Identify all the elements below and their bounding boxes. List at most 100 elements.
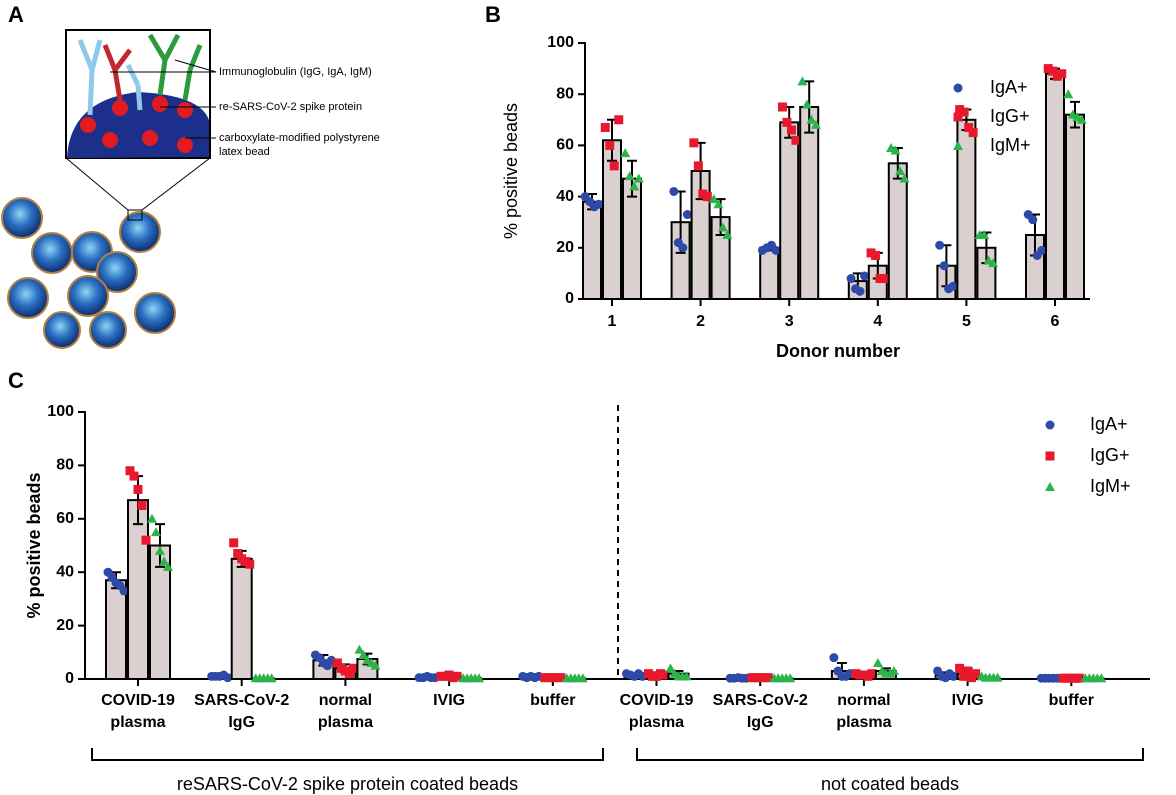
error-bar [155,523,165,568]
data-point [786,125,796,135]
data-point [939,261,949,271]
data-point [452,671,462,681]
data-point [119,586,129,596]
bar [127,499,149,680]
legend-label: IgA+ [990,77,1028,97]
x-tick-label: plasma [629,714,684,731]
data-point [137,500,147,510]
data-point [829,653,839,663]
data-point [474,673,485,683]
bar [1045,72,1065,300]
data-point [846,274,856,284]
data-point [354,644,365,654]
data-point [682,210,692,220]
x-tick-label: 4 [873,313,882,330]
data-point [1028,215,1038,225]
legend-label: IgM+ [1090,476,1131,496]
x-tick-label: SARS-CoV-2 [194,692,289,709]
data-point [959,107,969,117]
bar [887,162,908,300]
data-point [867,669,877,679]
data-point [771,245,781,255]
group-label: not coated beads [821,774,959,794]
data-point [689,138,699,148]
data-point [358,649,369,659]
annotation: latex bead [219,146,270,158]
y-tick-label: 100 [547,34,574,51]
x-tick-label: SARS-CoV-2 [713,692,808,709]
data-point [702,192,712,202]
data-point [344,669,354,679]
bar [779,121,800,300]
data-point [348,663,358,673]
data-point [1096,673,1107,683]
data-point [791,135,801,145]
data-point [968,128,978,138]
legend-label: IgG+ [1090,445,1130,465]
annotation: Immunoglobulin (IgG, IgA, IgM) [219,66,372,78]
data-point [556,673,566,683]
group-label: reSARS-CoV-2 spike protein coated beads [177,774,518,794]
data-point [992,672,1003,682]
x-tick-label: 6 [1051,313,1060,330]
data-point [713,199,724,209]
data-point [229,538,239,548]
data-point [872,657,883,667]
data-point [1037,245,1047,255]
panel-label: C [8,368,24,393]
x-tick-label: normal [319,692,372,709]
x-tick-label: IgG [747,714,774,731]
x-tick-label: 2 [696,313,705,330]
x-tick-label: 3 [785,313,794,330]
data-point [609,161,619,171]
data-point [763,673,773,683]
data-point [681,671,692,681]
data-point [605,140,615,150]
bar [759,246,780,301]
data-point [594,199,604,209]
data-point [693,161,703,171]
data-point [233,549,243,559]
data-point [624,171,635,181]
data-point [797,76,808,86]
data-point [860,271,870,281]
data-point [988,258,999,268]
data-point [141,535,151,545]
y-tick-label: 40 [56,563,74,580]
x-tick-label: COVID-19 [620,692,694,709]
data-point [163,561,173,571]
panel-label: A [8,2,24,27]
y-tick-label: 80 [56,457,74,474]
x-tick-label: 1 [608,313,617,330]
legend-label: IgM+ [990,135,1031,155]
data-point [785,673,796,683]
legend-label: IgG+ [990,106,1030,126]
data-point [777,102,787,112]
data-point [332,658,342,668]
data-point [806,114,817,124]
x-tick-label: IVIG [952,692,984,709]
data-point [266,673,277,683]
x-tick-label: plasma [836,714,891,731]
y-tick-label: 100 [47,403,74,420]
data-point [669,186,679,196]
legend-marker [953,112,963,122]
legend-marker [1045,420,1055,430]
data-point [370,660,381,670]
data-point [125,466,135,476]
data-point [600,122,610,132]
data-point [159,556,169,566]
data-point [1048,66,1058,76]
data-point [871,250,881,260]
annotation: carboxylate-modified polystyrene [219,132,380,144]
data-point [963,666,973,676]
y-tick-label: 0 [565,290,574,307]
data-point [955,663,965,673]
data-point [614,115,624,125]
y-tick-label: 20 [556,239,574,256]
data-point [935,240,945,250]
data-point [895,166,906,175]
data-point [880,274,890,284]
y-tick-label: 20 [56,617,74,634]
